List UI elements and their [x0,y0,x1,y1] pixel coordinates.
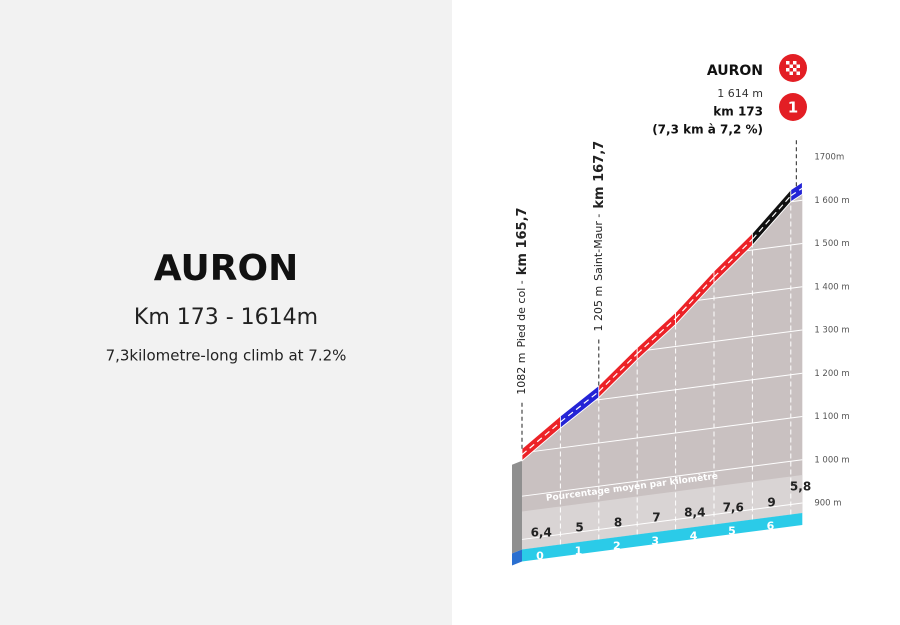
x-tick-label: 1 [575,544,583,557]
percent-label: 7 [652,510,660,524]
annotation-name: Saint-Maur - [592,214,605,281]
profile-chart: 900 m 1 000 m 1 100 m 1 200 m 1 300 m 1 400 m… [512,54,850,566]
badge-circle [779,93,807,121]
road-centerline [636,317,677,355]
finish-checker [789,71,793,75]
annotation-elevation: 1082 m [515,353,528,395]
road-centerline [598,353,638,392]
road-centerline [713,238,753,278]
percent-label: 5 [575,520,583,534]
km-strip [522,513,803,562]
grid-line [521,156,803,194]
y-tick-label: 1 100 m [814,412,849,422]
finish-checker [786,68,790,72]
percent-label: 9 [767,495,775,509]
grid-line [521,286,803,324]
road-centerline [560,391,600,423]
km-strip-side [512,549,522,566]
grid-line [521,502,803,540]
finish-checker [786,61,790,65]
percent-label: 8 [614,515,622,529]
finish-checker [793,68,797,72]
y-tick-label: 1 400 m [814,282,849,292]
finish-checker [796,64,800,68]
summit-climb: (7,3 km à 7,2 %) [652,123,763,137]
percent-label: 5,8 [790,480,811,494]
annotation-name: Pied de col - [515,280,528,347]
profile-side [512,460,522,554]
x-tick-label: 4 [690,529,698,542]
grid-line [521,416,803,454]
percent-label: 7,6 [723,500,744,514]
finish-checker [789,64,793,68]
y-tick-label: 900 m [814,499,841,509]
badge-number: 1 [788,99,798,117]
road-centerline [790,187,803,197]
x-tick-label: 3 [651,534,659,547]
road-segment [790,181,803,203]
grid-line [521,199,803,238]
x-tick-label: 7 [805,514,813,527]
x-tick-label: 5 [728,524,736,537]
annotation-km: km 167,7 [591,141,606,209]
profile-body [522,194,803,550]
annotation-text: 1 205 m Saint-Maur - km 167,7 [591,141,606,332]
annotation-text: 1082 m Pied de col - km 165,7 [515,207,530,394]
y-tick-label: 1 500 m [814,239,849,249]
panel-title: AURON [154,248,298,289]
grid-line [521,329,803,367]
y-tick-label: 1 300 m [814,326,849,336]
x-tick-label: 2 [613,539,621,552]
annotation-km: km 165,7 [515,207,530,275]
x-tick-label: 6 [767,519,775,532]
y-tick-label: 1 000 m [814,455,849,465]
y-tick-label: 1 200 m [814,369,849,379]
grid-line [521,459,803,497]
annotation-elevation: 1 205 m [592,286,605,332]
summit-elevation: 1 614 m [717,87,763,100]
percent-label: 8,4 [684,505,705,519]
left-panel [0,0,452,625]
grid-line [521,243,803,281]
finish-checker [796,71,800,75]
summit-name: AURON [707,63,763,79]
panel-description: 7,3kilometre-long climb at 7.2% [106,347,347,365]
x-tick-label: 0 [536,549,544,562]
summit-km: km 173 [713,105,763,119]
panel-subtitle: Km 173 - 1614m [134,305,318,330]
percent-label: 6,4 [531,525,552,539]
finish-checker [793,61,797,65]
y-tick-label: 1 600 m [814,196,849,206]
road-centerline [521,421,561,456]
grid-line [521,372,803,411]
y-tick-label: 1700m [814,153,844,163]
